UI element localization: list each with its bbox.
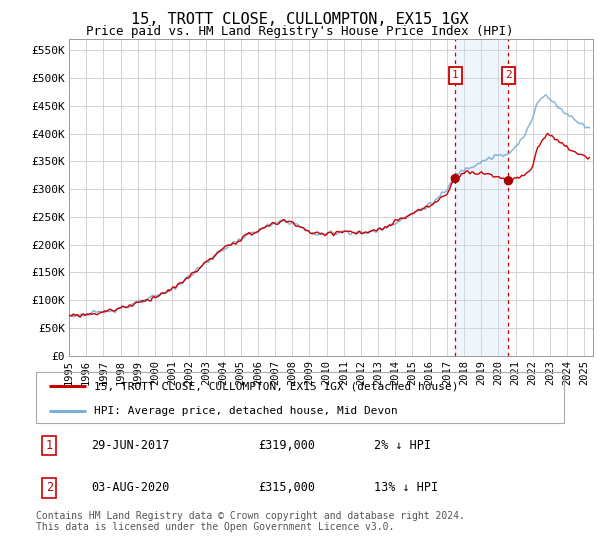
Text: Contains HM Land Registry data © Crown copyright and database right 2024.
This d: Contains HM Land Registry data © Crown c… bbox=[36, 511, 465, 533]
Text: £315,000: £315,000 bbox=[258, 482, 315, 494]
Text: 13% ↓ HPI: 13% ↓ HPI bbox=[374, 482, 438, 494]
Text: 2% ↓ HPI: 2% ↓ HPI bbox=[374, 439, 431, 452]
Text: £319,000: £319,000 bbox=[258, 439, 315, 452]
Point bbox=[503, 176, 513, 185]
Text: 2: 2 bbox=[46, 482, 53, 494]
Text: HPI: Average price, detached house, Mid Devon: HPI: Average price, detached house, Mid … bbox=[94, 405, 398, 416]
Point bbox=[451, 174, 460, 183]
Bar bbox=[455, 39, 508, 356]
Text: 15, TROTT CLOSE, CULLOMPTON, EX15 1GX (detached house): 15, TROTT CLOSE, CULLOMPTON, EX15 1GX (d… bbox=[94, 381, 458, 391]
Text: 1: 1 bbox=[452, 71, 458, 80]
Text: 15, TROTT CLOSE, CULLOMPTON, EX15 1GX: 15, TROTT CLOSE, CULLOMPTON, EX15 1GX bbox=[131, 12, 469, 27]
Text: Price paid vs. HM Land Registry's House Price Index (HPI): Price paid vs. HM Land Registry's House … bbox=[86, 25, 514, 38]
Text: 1: 1 bbox=[46, 439, 53, 452]
Text: 29-JUN-2017: 29-JUN-2017 bbox=[91, 439, 170, 452]
Text: 03-AUG-2020: 03-AUG-2020 bbox=[91, 482, 170, 494]
Text: 2: 2 bbox=[505, 71, 512, 80]
